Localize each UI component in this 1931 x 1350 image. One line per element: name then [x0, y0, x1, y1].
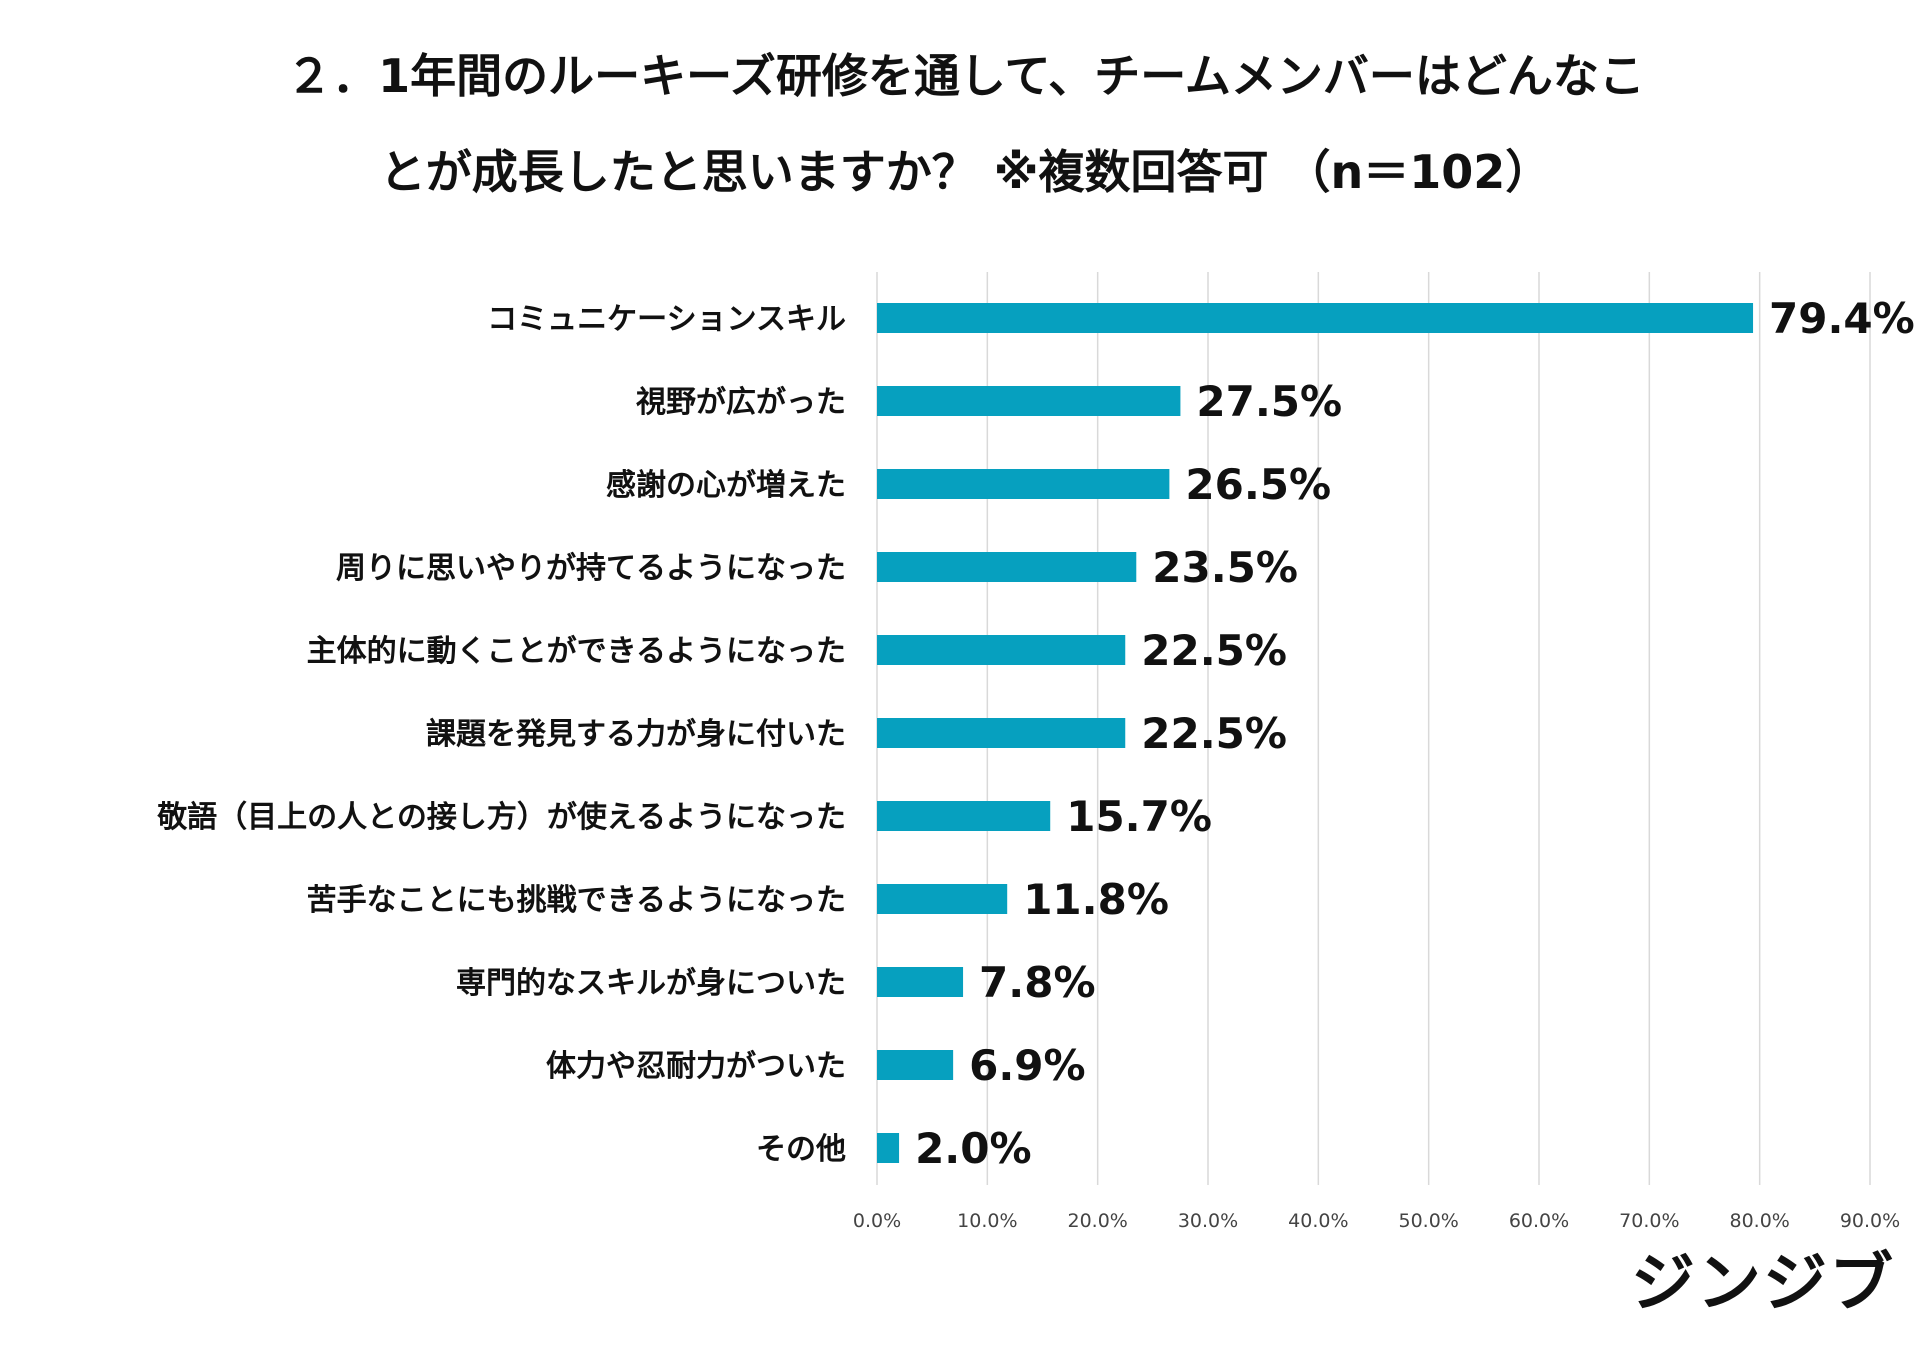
- category-label: 視野が広がった: [636, 385, 846, 420]
- bar: [877, 718, 1126, 748]
- data-label: 79.4%: [1769, 294, 1915, 343]
- category-label: 感謝の心が増えた: [606, 468, 846, 503]
- data-label: 22.5%: [1141, 626, 1287, 675]
- data-label: 6.9%: [969, 1041, 1085, 1090]
- category-label: その他: [756, 1132, 846, 1167]
- x-tick-label: 0.0%: [853, 1210, 901, 1232]
- x-tick-label: 90.0%: [1840, 1210, 1900, 1232]
- category-label: 体力や忍耐力がついた: [546, 1049, 846, 1084]
- category-label: 専門的なスキルが身についた: [456, 966, 846, 1001]
- bar: [877, 1133, 900, 1163]
- data-label: 22.5%: [1141, 709, 1287, 758]
- bar: [877, 967, 964, 997]
- category-label: 周りに思いやりが持てるようになった: [336, 551, 846, 586]
- chart-title: ２．1年間のルーキーズ研修を通して、チームメンバーはどんなこ とが成長したと思い…: [0, 28, 1931, 220]
- bar: [877, 552, 1137, 582]
- category-label: 苦手なことにも挑戦できるようになった: [307, 883, 846, 918]
- category-label: コミュニケーションスキル: [487, 302, 846, 337]
- x-tick-label: 40.0%: [1288, 1210, 1348, 1232]
- data-label: 27.5%: [1196, 377, 1342, 426]
- bar: [877, 303, 1754, 333]
- category-label: 主体的に動くことができるようになった: [307, 634, 846, 669]
- x-tick-label: 30.0%: [1178, 1210, 1238, 1232]
- x-tick-label: 80.0%: [1729, 1210, 1789, 1232]
- bar: [877, 635, 1126, 665]
- data-label: 26.5%: [1185, 460, 1331, 509]
- x-tick-label: 70.0%: [1619, 1210, 1679, 1232]
- category-label: 課題を発見する力が身に付いた: [426, 717, 846, 752]
- chart-title-line-1: ２．1年間のルーキーズ研修を通して、チームメンバーはどんなこ: [286, 49, 1645, 103]
- x-tick-label: 20.0%: [1067, 1210, 1127, 1232]
- data-label: 2.0%: [915, 1124, 1031, 1173]
- data-label: 23.5%: [1152, 543, 1298, 592]
- category-label: 敬語（目上の人との接し方）が使えるようになった: [156, 800, 846, 835]
- data-label: 7.8%: [979, 958, 1095, 1007]
- data-label: 11.8%: [1023, 875, 1169, 924]
- x-tick-label: 50.0%: [1398, 1210, 1458, 1232]
- data-label: 15.7%: [1066, 792, 1212, 841]
- bar: [877, 1050, 954, 1080]
- bar: [877, 801, 1051, 831]
- bar: [877, 386, 1181, 416]
- bar: [877, 469, 1170, 499]
- x-tick-label: 60.0%: [1509, 1210, 1569, 1232]
- bar: [877, 884, 1008, 914]
- chart-title-line-2: とが成長したと思いますか？ ※複数回答可 （n＝102）: [379, 145, 1552, 199]
- jinjib-logo: ジンジブ: [1631, 1247, 1895, 1321]
- x-tick-label: 10.0%: [957, 1210, 1017, 1232]
